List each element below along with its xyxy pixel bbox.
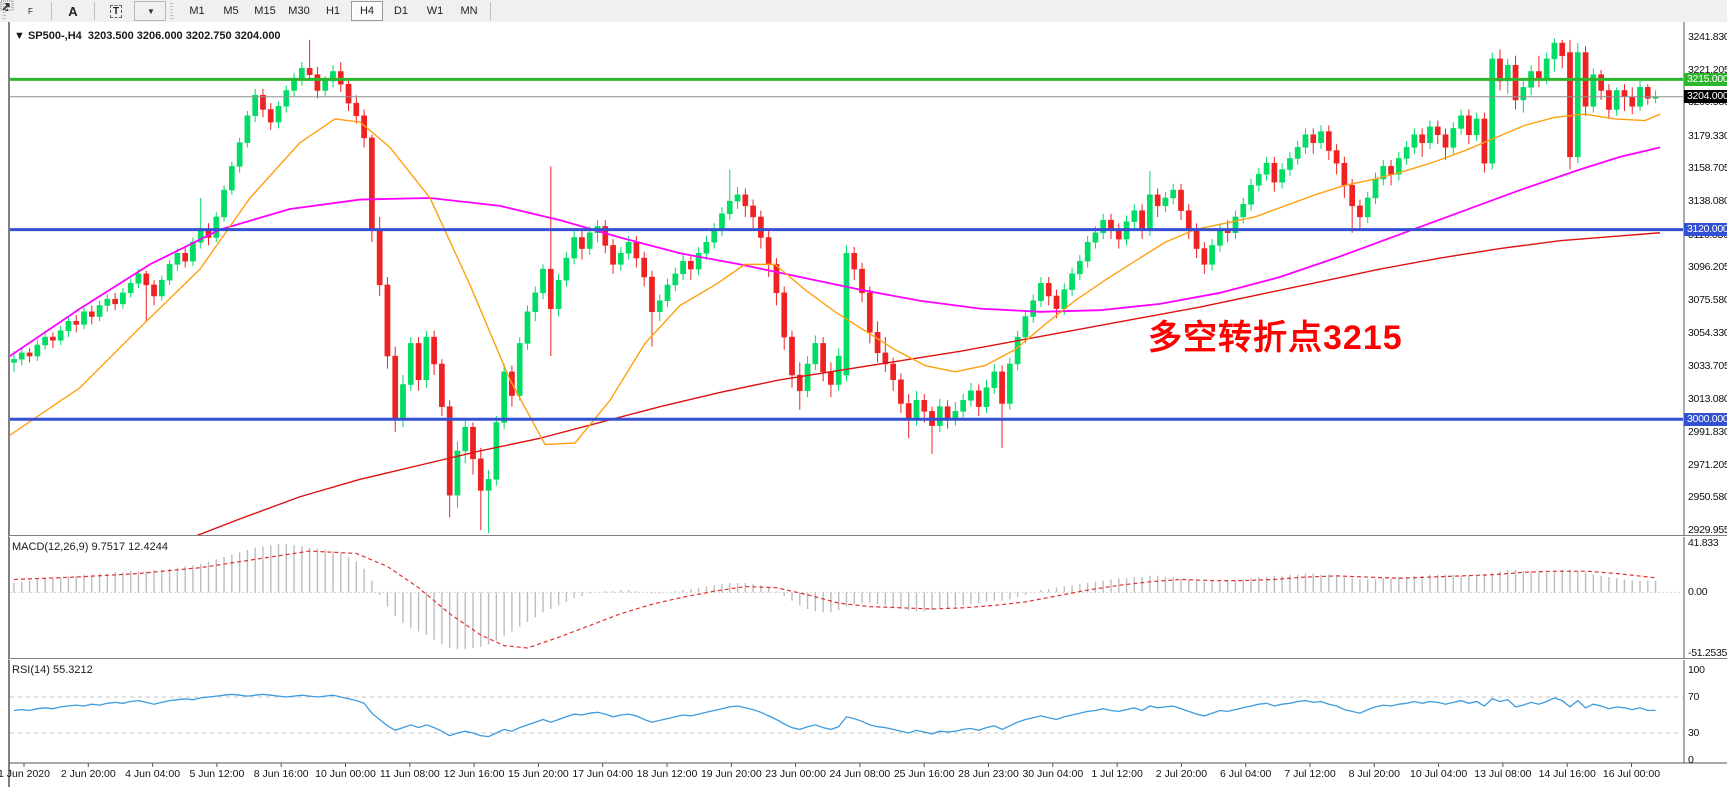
time-axis-label: 14 Jul 16:00: [1538, 768, 1596, 780]
time-axis-label: 4 Jun 04:00: [125, 768, 181, 780]
time-axis-label: 5 Jun 12:00: [189, 768, 245, 780]
rsi-indicator-label: RSI(14) 55.3212: [12, 664, 93, 676]
macd-indicator-label: MACD(12,26,9) 9.7517 12.4244: [12, 541, 168, 553]
timeframe-button-m30[interactable]: M30: [288, 5, 310, 17]
price-level-box-3000: 3000.000: [1684, 412, 1727, 426]
price-scale-label: 3033.705: [1688, 360, 1727, 372]
price-scale-label: 3241.830: [1688, 31, 1727, 43]
toolbar-separator: [51, 2, 52, 20]
price-level-box-3120: 3120.000: [1684, 223, 1727, 237]
time-axis-label: 6 Jul 04:00: [1220, 768, 1272, 780]
time-axis-label: 7 Jul 12:00: [1284, 768, 1336, 780]
price-scale-label: 3158.705: [1688, 162, 1727, 175]
macd-scale-label: -51.2535: [1688, 647, 1727, 659]
symbol-title[interactable]: ▼ SP500-,H4 3203.500 3206.000 3202.750 3…: [14, 30, 281, 42]
macd-pane: [10, 543, 1683, 650]
price-level-box-3204: 3204.000: [1684, 90, 1727, 104]
chart-window[interactable]: ▼ SP500-,H4 3203.500 3206.000 3202.750 3…: [0, 22, 1727, 787]
time-axis-label: 8 Jul 20:00: [1348, 768, 1400, 780]
macd-scale-label: 0.00: [1688, 586, 1708, 599]
rsi-scale-label: 100: [1688, 664, 1705, 676]
timeframe-button-m15[interactable]: M15: [254, 5, 276, 17]
chart-text-annotation: 多空转折点3215: [1148, 319, 1403, 357]
price-scale-label: 2971.205: [1688, 458, 1727, 471]
time-axis-label: 19 Jun 20:00: [700, 768, 762, 780]
diagonal-arrows-icon: [2, 3, 10, 11]
time-axis-label: 11 Jun 08:00: [379, 768, 440, 780]
toolbar-grip[interactable]: [170, 3, 177, 19]
time-axis-label: 1 Jul 12:00: [1091, 768, 1143, 780]
price-scale-label: 3179.330: [1688, 129, 1727, 142]
timeframe-button-mn[interactable]: MN: [460, 5, 478, 17]
time-axis-label: 10 Jun 00:00: [315, 768, 376, 780]
time-axis-label: 16 Jul 00:00: [1602, 768, 1661, 780]
time-axis-label: 18 Jun 12:00: [636, 768, 698, 780]
crosshair-f-label: F: [28, 6, 33, 16]
time-axis-label: 25 Jun 16:00: [893, 768, 955, 780]
chevron-down-icon: ▼: [147, 6, 155, 16]
rsi-scale-label: 30: [1688, 727, 1700, 739]
chart-canvas[interactable]: [0, 22, 1727, 787]
time-axis-label: 17 Jun 04:00: [572, 768, 634, 780]
price-level-box-3215: 3215.000: [1684, 72, 1727, 86]
price-scale-label: 2950.580: [1688, 491, 1727, 504]
price-scale-label: 3096.205: [1688, 261, 1727, 274]
time-axis-label: 23 Jun 00:00: [765, 768, 826, 780]
price-scale-label: 2991.830: [1688, 426, 1727, 439]
cycle-arrows-button[interactable]: ▼: [2, 1, 166, 21]
time-axis-label: 12 Jun 16:00: [443, 768, 505, 780]
time-axis-label: 13 Jul 08:00: [1474, 768, 1532, 780]
price-scale-label: 3075.580: [1688, 293, 1727, 306]
timeframe-button-d1[interactable]: D1: [393, 5, 409, 17]
text-label-tool-button[interactable]: T: [100, 1, 132, 21]
time-axis-label: 30 Jun 04:00: [1022, 768, 1084, 780]
toolbar-separator: [94, 2, 95, 20]
time-axis-label: 2 Jul 20:00: [1155, 768, 1208, 780]
time-axis-label: 28 Jun 23:00: [958, 768, 1019, 780]
timeframe-button-h1[interactable]: H1: [325, 5, 341, 17]
main-pane: [10, 38, 1683, 535]
price-scale-label: 3013.080: [1688, 392, 1727, 405]
time-axis-label: 8 Jun 16:00: [253, 768, 309, 780]
price-scale-label: 3054.330: [1688, 327, 1727, 340]
crosshair-grid-icon[interactable]: F: [0, 0, 46, 21]
time-axis-label: 1 Jun 2020: [0, 768, 50, 780]
time-axis-label: 15 Jun 20:00: [508, 768, 569, 780]
rsi-scale-label: 0: [1688, 754, 1694, 766]
price-scale-label: 2929.955: [1688, 524, 1727, 536]
time-axis-label: 10 Jul 04:00: [1409, 768, 1468, 780]
timeframe-button-m1[interactable]: M1: [189, 5, 205, 17]
toolbar-separator: [490, 2, 491, 20]
macd-scale-label: 41.833: [1688, 537, 1719, 549]
t-dashed-icon: T: [109, 4, 123, 18]
timeframe-toolbar: M1 M5 M15 M30 H1 H4 D1 W1 MN: [180, 1, 486, 21]
timeframe-button-h4[interactable]: H4: [351, 1, 383, 21]
time-axis-label: 2 Jun 20:00: [60, 768, 116, 780]
rsi-scale-label: 70: [1688, 691, 1700, 703]
text-tool-button[interactable]: A: [68, 3, 78, 19]
timeframe-button-m5[interactable]: M5: [223, 5, 239, 17]
timeframe-button-w1[interactable]: W1: [426, 5, 444, 17]
time-axis-label: 24 Jun 08:00: [829, 768, 891, 780]
rsi-pane: [10, 693, 1683, 738]
price-scale-label: 3221.205: [1688, 63, 1727, 76]
price-scale-label: 3138.080: [1688, 195, 1727, 207]
main-toolbar: F A T ▼ M1 M5 M15 M30 H1 H4 D1 W1 MN: [0, 0, 1727, 23]
candles-layer: [11, 38, 1659, 534]
